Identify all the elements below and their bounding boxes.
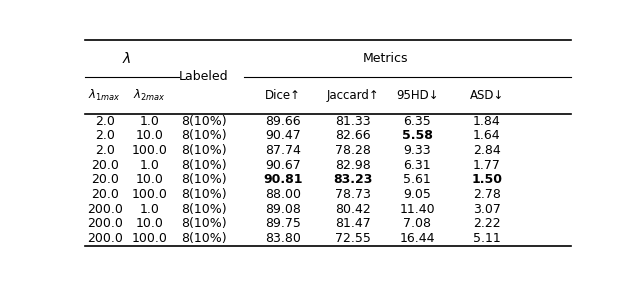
Text: 2.78: 2.78: [473, 188, 500, 201]
Text: 5.11: 5.11: [473, 232, 500, 245]
Text: 89.08: 89.08: [266, 203, 301, 216]
Text: 82.98: 82.98: [335, 158, 371, 172]
Text: 5.58: 5.58: [402, 129, 433, 142]
Text: 16.44: 16.44: [399, 232, 435, 245]
Text: 20.0: 20.0: [91, 158, 119, 172]
Text: 8(10%): 8(10%): [181, 203, 227, 216]
Text: 100.0: 100.0: [131, 232, 168, 245]
Text: 1.77: 1.77: [473, 158, 500, 172]
Text: 78.28: 78.28: [335, 144, 371, 157]
Text: 8(10%): 8(10%): [181, 115, 227, 128]
Text: 8(10%): 8(10%): [181, 158, 227, 172]
Text: 90.67: 90.67: [266, 158, 301, 172]
Text: 10.0: 10.0: [136, 129, 163, 142]
Text: $\lambda_{1max}$: $\lambda_{1max}$: [88, 88, 121, 103]
Text: 10.0: 10.0: [136, 217, 163, 230]
Text: ASD↓: ASD↓: [470, 89, 504, 102]
Text: 11.40: 11.40: [399, 203, 435, 216]
Text: 1.0: 1.0: [140, 203, 159, 216]
Text: 8(10%): 8(10%): [181, 217, 227, 230]
Text: 1.64: 1.64: [473, 129, 500, 142]
Text: 20.0: 20.0: [91, 188, 119, 201]
Text: 3.07: 3.07: [473, 203, 500, 216]
Text: 89.66: 89.66: [266, 115, 301, 128]
Text: 1.50: 1.50: [471, 173, 502, 186]
Text: $\lambda_{2max}$: $\lambda_{2max}$: [133, 88, 166, 103]
Text: 8(10%): 8(10%): [181, 144, 227, 157]
Text: 1.0: 1.0: [140, 115, 159, 128]
Text: 200.0: 200.0: [87, 217, 123, 230]
Text: 90.81: 90.81: [264, 173, 303, 186]
Text: 1.84: 1.84: [473, 115, 500, 128]
Text: 88.00: 88.00: [266, 188, 301, 201]
Text: 7.08: 7.08: [403, 217, 431, 230]
Text: Dice↑: Dice↑: [266, 89, 301, 102]
Text: 10.0: 10.0: [136, 173, 163, 186]
Text: 82.66: 82.66: [335, 129, 371, 142]
Text: 9.33: 9.33: [403, 144, 431, 157]
Text: 2.0: 2.0: [95, 129, 115, 142]
Text: 200.0: 200.0: [87, 203, 123, 216]
Text: 100.0: 100.0: [131, 144, 168, 157]
Text: 78.73: 78.73: [335, 188, 371, 201]
Text: 81.33: 81.33: [335, 115, 371, 128]
Text: 8(10%): 8(10%): [181, 188, 227, 201]
Text: 1.0: 1.0: [140, 158, 159, 172]
Text: 81.47: 81.47: [335, 217, 371, 230]
Text: 89.75: 89.75: [266, 217, 301, 230]
Text: Labeled: Labeled: [179, 71, 229, 83]
Text: 5.61: 5.61: [403, 173, 431, 186]
Text: 90.47: 90.47: [266, 129, 301, 142]
Text: 6.35: 6.35: [403, 115, 431, 128]
Text: 80.42: 80.42: [335, 203, 371, 216]
Text: 83.80: 83.80: [266, 232, 301, 245]
Text: 95HD↓: 95HD↓: [396, 89, 438, 102]
Text: Jaccard↑: Jaccard↑: [326, 89, 379, 102]
Text: Metrics: Metrics: [362, 52, 408, 65]
Text: 2.84: 2.84: [473, 144, 500, 157]
Text: 8(10%): 8(10%): [181, 173, 227, 186]
Text: 2.22: 2.22: [473, 217, 500, 230]
Text: 87.74: 87.74: [266, 144, 301, 157]
Text: 2.0: 2.0: [95, 144, 115, 157]
Text: 83.23: 83.23: [333, 173, 372, 186]
Text: 100.0: 100.0: [131, 188, 168, 201]
Text: 72.55: 72.55: [335, 232, 371, 245]
Text: 8(10%): 8(10%): [181, 232, 227, 245]
Text: 200.0: 200.0: [87, 232, 123, 245]
Text: $\lambda$: $\lambda$: [122, 51, 132, 66]
Text: 8(10%): 8(10%): [181, 129, 227, 142]
Text: 2.0: 2.0: [95, 115, 115, 128]
Text: 9.05: 9.05: [403, 188, 431, 201]
Text: 20.0: 20.0: [91, 173, 119, 186]
Text: 6.31: 6.31: [403, 158, 431, 172]
